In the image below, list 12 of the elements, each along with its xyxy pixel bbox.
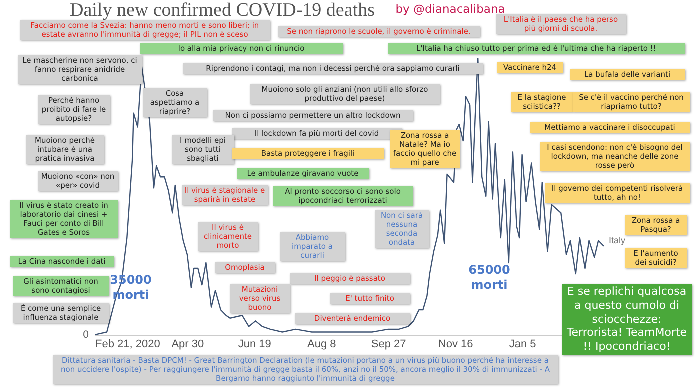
x-tick-label: Feb 21, 2020 — [96, 338, 160, 350]
x-tick-label: Sep 27 — [371, 338, 406, 350]
chart-title: Daily new confirmed COVID-19 deaths — [70, 0, 375, 21]
x-tick-label: Aug 8 — [307, 338, 336, 350]
x-tick-label: Jan 5 — [509, 338, 536, 350]
text: by @dianacalibana — [396, 2, 506, 16]
x-tick-label: Nov 16 — [438, 338, 474, 350]
x-tick-label: Jun 19 — [238, 338, 272, 350]
x-tick-label: Apr 30 — [172, 338, 204, 350]
text: 0 — [82, 330, 90, 341]
series-label: Italy — [609, 235, 626, 246]
annotation: 65000 morti — [468, 263, 510, 292]
